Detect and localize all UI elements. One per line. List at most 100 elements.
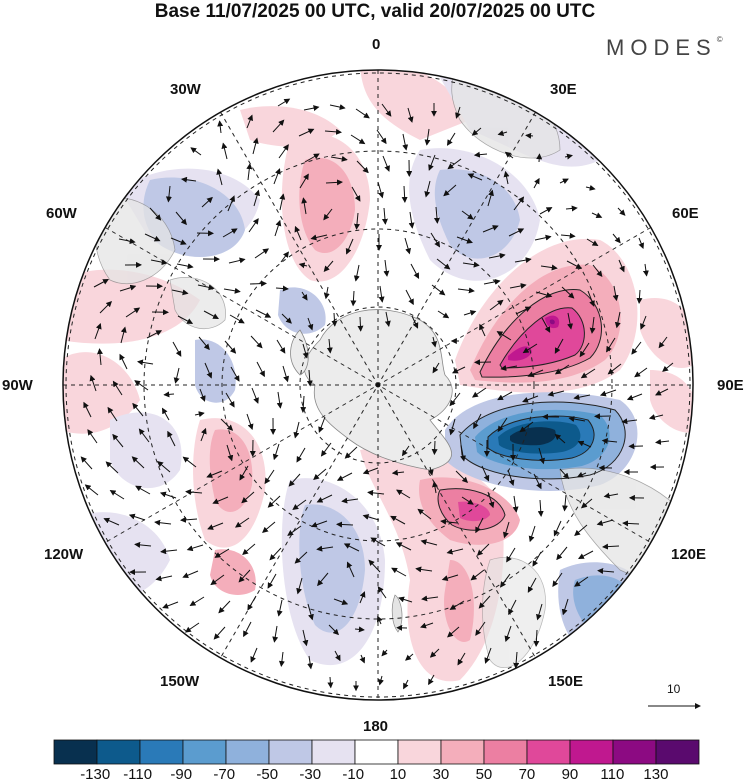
- wind-arrow: [350, 290, 357, 307]
- wind-arrow: [634, 367, 648, 378]
- wind-arrow: [171, 289, 189, 296]
- wind-arrow: [84, 484, 99, 496]
- wind-arrow: [194, 411, 205, 418]
- wind-arrow: [591, 212, 603, 218]
- colorbar-swatch: [354, 739, 399, 765]
- wind-arrow: [377, 586, 387, 599]
- wind-arrow: [150, 259, 168, 266]
- wind-arrow: [509, 282, 527, 289]
- wind-arrow: [489, 299, 504, 311]
- colorbar-swatch: [268, 739, 313, 765]
- wind-arrow: [527, 369, 544, 378]
- map-boundary: [62, 69, 694, 701]
- wind-arrow: [213, 626, 226, 640]
- wind-arrow: [513, 651, 520, 669]
- wind-arrow: [282, 365, 290, 383]
- wind-arrow: [383, 259, 390, 277]
- wind-arrow: [395, 542, 412, 551]
- wind-arrow: [356, 160, 369, 174]
- wind-arrow: [384, 311, 391, 327]
- wind-arrow: [658, 336, 668, 349]
- wind-arrow: [248, 218, 259, 233]
- wind-arrow: [134, 541, 152, 548]
- wind-arrow: [288, 473, 301, 487]
- wind-arrow: [175, 211, 187, 226]
- colorbar-swatch: [139, 739, 184, 765]
- wind-arrow: [330, 155, 348, 162]
- colorbar-swatch: [397, 739, 442, 765]
- wind-arrow: [554, 338, 564, 354]
- wind-arrow: [527, 577, 537, 593]
- wind-arrow: [404, 237, 411, 255]
- wind-arrow: [353, 264, 360, 282]
- wind-arrow: [162, 601, 179, 609]
- wind-arrow: [601, 438, 618, 445]
- wind-arrow: [415, 566, 433, 573]
- wind-arrow: [398, 596, 413, 603]
- wind-arrow: [580, 368, 596, 379]
- wind-arrow: [177, 315, 194, 324]
- wind-arrow: [443, 184, 457, 197]
- wind-vectors: [80, 98, 674, 692]
- wind-arrow: [424, 128, 431, 146]
- wind-arrow: [431, 481, 438, 494]
- wind-arrow: [534, 234, 552, 241]
- wind-arrow: [430, 232, 441, 248]
- wind-arrow: [159, 491, 177, 499]
- wind-arrow: [503, 170, 510, 185]
- wind-arrow: [612, 233, 621, 244]
- wind-arrow: [255, 309, 272, 318]
- wind-arrow: [370, 537, 386, 547]
- wind-arrow: [345, 238, 354, 255]
- wind-arrow: [246, 413, 254, 431]
- wind-arrow: [405, 653, 414, 661]
- wind-arrow: [536, 153, 543, 163]
- wind-arrow: [201, 196, 213, 208]
- wind-arrow: [428, 154, 436, 171]
- wind-arrow: [220, 418, 234, 431]
- wind-arrow: [538, 447, 545, 465]
- wind-arrow: [449, 392, 461, 407]
- label-30w: 30W: [170, 81, 201, 98]
- wind-arrow: [461, 496, 474, 505]
- wind-arrow: [318, 416, 326, 433]
- wind-arrow: [336, 521, 354, 528]
- wind-arrow: [239, 465, 249, 481]
- wind-arrow: [391, 469, 405, 476]
- wind-arrow: [564, 153, 573, 160]
- wind-arrow: [504, 625, 512, 643]
- wind-arrow: [599, 389, 617, 397]
- wind-arrow: [224, 340, 237, 354]
- wind-arrow: [278, 651, 285, 667]
- wind-arrow: [218, 600, 231, 614]
- wind-arrow: [162, 407, 170, 421]
- wind-arrow: [302, 629, 309, 647]
- wind-arrow: [303, 105, 320, 112]
- wind-arrow: [276, 391, 283, 409]
- wind-arrow: [381, 103, 392, 117]
- wind-arrow: [83, 401, 92, 418]
- wind-arrow: [514, 257, 532, 264]
- wind-arrow: [203, 310, 219, 319]
- wind-arrow: [144, 233, 161, 242]
- wind-arrow: [134, 380, 149, 391]
- wind-arrow: [488, 252, 506, 259]
- wind-arrow: [381, 649, 388, 657]
- wind-arrow: [135, 485, 151, 495]
- wind-arrow: [351, 186, 361, 202]
- colorbar-label: -130: [80, 766, 111, 783]
- wind-arrow: [390, 515, 406, 525]
- wind-arrow: [451, 366, 466, 374]
- label-60w: 60W: [46, 205, 77, 222]
- wind-arrow: [537, 499, 544, 517]
- wind-arrow: [185, 489, 203, 496]
- wind-arrow: [481, 465, 490, 482]
- wind-arrow: [556, 546, 568, 561]
- wind-arrow: [204, 362, 213, 379]
- wind-arrow: [254, 248, 270, 259]
- label-150w: 150W: [160, 673, 200, 690]
- wind-arrow: [109, 489, 125, 500]
- wind-arrow: [296, 447, 306, 463]
- wind-arrow: [362, 514, 380, 521]
- wind-arrow: [540, 264, 558, 271]
